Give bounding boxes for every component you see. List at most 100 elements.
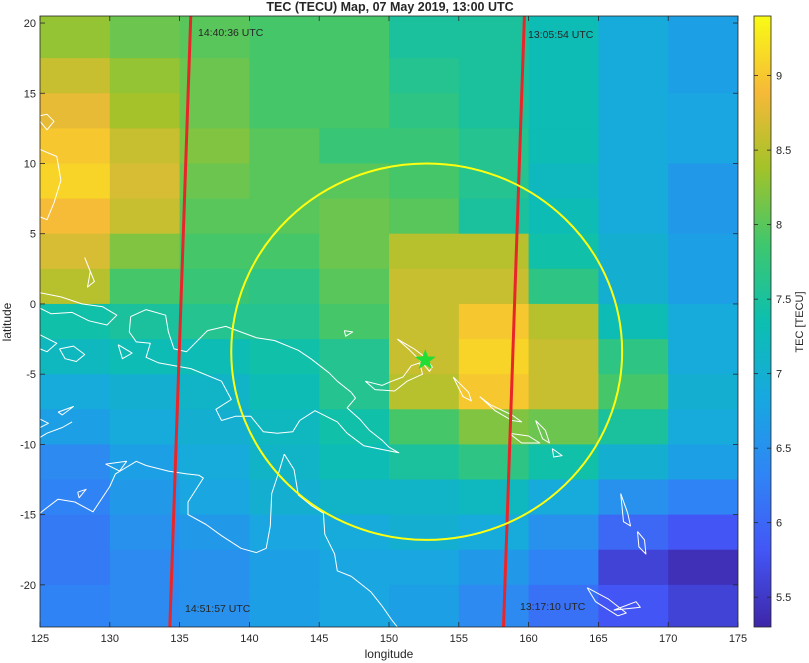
coastline	[620, 493, 631, 527]
colorbar-tick-label: 6	[776, 518, 782, 530]
tec-cell	[319, 303, 390, 340]
tec-cell	[40, 198, 111, 235]
coastline	[117, 344, 133, 360]
tec-cell	[109, 16, 181, 59]
tec-cell	[598, 198, 669, 235]
colorbar-tick-label: 6.5	[776, 443, 791, 455]
satellite-track-layer	[168, 16, 526, 627]
tec-cell	[458, 514, 530, 551]
y-axis-label: latitude	[0, 302, 14, 341]
tec-cell	[40, 303, 111, 340]
tec-cell	[40, 549, 111, 586]
tec-cell	[389, 549, 460, 586]
tec-cell	[528, 339, 599, 375]
tec-cell	[40, 374, 111, 410]
tec-cell	[319, 16, 390, 59]
x-tick-label: 175	[729, 633, 747, 645]
tec-cell	[40, 16, 111, 59]
x-tick-label: 155	[450, 633, 468, 645]
tec-cell	[109, 93, 181, 129]
tec-cell	[249, 128, 320, 165]
x-axis: 125 130 135 140 145 150 155 160 165 170 175	[31, 16, 747, 645]
tec-cell	[179, 198, 250, 235]
y-tick-label: 0	[30, 299, 36, 311]
x-tick-label: 145	[310, 633, 328, 645]
colorbar-tick-label: 8.5	[776, 145, 791, 157]
coastline	[40, 418, 49, 428]
tec-cell	[179, 409, 250, 446]
coastline	[613, 601, 641, 611]
tec-cell	[598, 268, 669, 305]
tec-cell	[458, 128, 530, 165]
x-tick-label: 170	[659, 633, 677, 645]
tec-cell	[458, 584, 530, 627]
tec-cell	[458, 479, 530, 516]
coastline	[343, 330, 354, 337]
tec-cell	[458, 303, 530, 340]
coastline	[40, 454, 285, 554]
tec-cell	[668, 163, 738, 200]
tec-cell	[528, 128, 599, 165]
tec-cell	[389, 374, 460, 410]
coastline	[283, 453, 398, 627]
tec-cell	[179, 479, 250, 516]
tec-cell	[458, 16, 530, 59]
tec-cell	[109, 549, 181, 586]
tec-cell	[109, 339, 181, 375]
coastline	[59, 345, 86, 362]
tec-cell	[319, 549, 390, 586]
tec-cell	[668, 514, 738, 551]
tec-cell	[179, 584, 250, 627]
tec-cell	[598, 128, 669, 165]
tec-cell	[528, 58, 599, 94]
tec-cell	[40, 93, 111, 129]
tec-cell	[319, 233, 390, 270]
tec-cell	[40, 409, 111, 446]
tec-cell	[389, 93, 460, 129]
y-tick-label: 10	[24, 158, 36, 170]
tec-cell	[458, 93, 530, 129]
tec-cell	[458, 549, 530, 586]
tec-cell	[319, 479, 390, 516]
coastline	[397, 338, 433, 372]
tec-cell	[109, 374, 181, 410]
tec-cell	[179, 514, 250, 551]
tec-cell	[668, 16, 738, 59]
y-axis: 20 15 10 5 0 -5 -10 -15 -20	[20, 18, 738, 592]
colorbar-label: TEC [TECU]	[794, 291, 806, 352]
tec-cell	[249, 514, 320, 551]
tec-cell	[668, 58, 738, 94]
tec-grid-cells	[40, 16, 738, 627]
tec-cell	[40, 479, 111, 516]
tec-cell	[598, 374, 669, 410]
tec-cell	[598, 163, 669, 200]
tec-cell	[249, 16, 320, 59]
tec-cell	[319, 128, 390, 165]
tec-cell	[389, 163, 460, 200]
tec-cell	[109, 163, 181, 200]
coastline	[40, 334, 58, 353]
y-tick-label: -15	[20, 510, 36, 522]
colorbar-tick-label: 5.5	[776, 592, 791, 604]
tec-cell	[179, 339, 250, 375]
tec-cell	[389, 16, 460, 59]
tec-cell	[249, 198, 320, 235]
tec-cell	[668, 128, 738, 165]
tec-cell	[389, 584, 460, 627]
tec-cell	[598, 93, 669, 129]
colorbar-ticks: 9 8.5 8 7.5 7 6.5 6 5.5	[754, 71, 791, 604]
tec-cell	[598, 16, 669, 59]
tec-cell	[249, 93, 320, 129]
tec-cell	[319, 584, 390, 627]
tec-cell	[668, 268, 738, 305]
tec-cell	[179, 233, 250, 270]
track-1-end-time: 14:51:57 UTC	[185, 603, 251, 615]
tec-cell	[389, 58, 460, 94]
colorbar-tick-label: 9	[776, 71, 782, 83]
tec-cell	[668, 303, 738, 340]
tec-cell	[249, 303, 320, 340]
tec-cell	[109, 479, 181, 516]
tec-cell	[668, 233, 738, 270]
tec-cell	[40, 444, 111, 481]
